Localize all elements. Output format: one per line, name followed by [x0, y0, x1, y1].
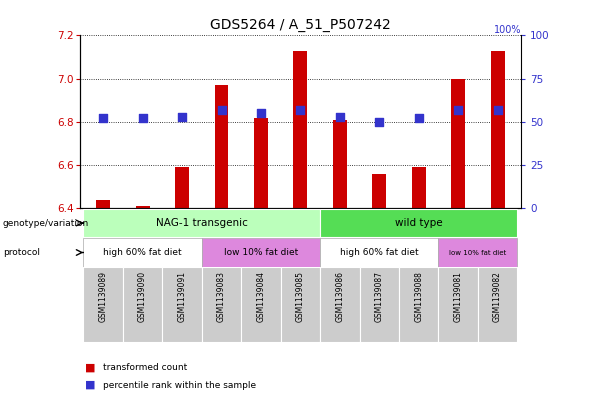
Text: protocol: protocol [3, 248, 40, 257]
Bar [241, 267, 281, 342]
Point [335, 114, 345, 120]
Bar [438, 267, 478, 342]
Point [296, 107, 305, 113]
Bar [478, 267, 517, 342]
Bar [163, 267, 202, 342]
Text: ■: ■ [85, 362, 96, 373]
Text: GSM1139085: GSM1139085 [296, 271, 305, 322]
Bar [491, 50, 505, 208]
Bar [333, 120, 347, 208]
Bar [123, 267, 163, 342]
Bar [451, 79, 465, 208]
Bar [96, 200, 110, 208]
Bar [214, 85, 229, 208]
Text: GSM1139091: GSM1139091 [177, 271, 187, 322]
Bar [84, 267, 123, 342]
Bar [320, 267, 359, 342]
Text: NAG-1 transgenic: NAG-1 transgenic [156, 218, 248, 228]
Text: percentile rank within the sample: percentile rank within the sample [103, 381, 256, 389]
Text: GSM1139083: GSM1139083 [217, 271, 226, 322]
Bar [202, 267, 241, 342]
Text: genotype/variation: genotype/variation [3, 219, 89, 228]
Text: GSM1139081: GSM1139081 [454, 271, 462, 322]
Text: GSM1139088: GSM1139088 [414, 271, 423, 322]
Bar [320, 238, 438, 266]
Text: low 10% fat diet: low 10% fat diet [449, 250, 507, 255]
Text: transformed count: transformed count [103, 363, 187, 372]
Bar [412, 167, 426, 208]
Text: high 60% fat diet: high 60% fat diet [103, 248, 182, 257]
Bar [359, 267, 399, 342]
Text: low 10% fat diet: low 10% fat diet [224, 248, 298, 257]
Point [98, 115, 108, 121]
Text: GSM1139090: GSM1139090 [138, 271, 147, 322]
Bar [84, 238, 202, 266]
Point [256, 110, 266, 116]
Bar [135, 206, 150, 208]
Point [414, 115, 423, 121]
Bar [320, 209, 517, 237]
Bar [202, 238, 320, 266]
Text: wild type: wild type [395, 218, 442, 228]
Bar [399, 267, 438, 342]
Point [375, 119, 384, 125]
Point [138, 115, 147, 121]
Text: ■: ■ [85, 380, 96, 390]
Text: GSM1139082: GSM1139082 [493, 271, 502, 322]
Bar [372, 174, 386, 208]
Text: 100%: 100% [494, 24, 521, 35]
Text: high 60% fat diet: high 60% fat diet [340, 248, 419, 257]
Point [454, 107, 463, 113]
Point [493, 107, 502, 113]
Point [217, 107, 226, 113]
Title: GDS5264 / A_51_P507242: GDS5264 / A_51_P507242 [210, 18, 391, 31]
Text: GSM1139086: GSM1139086 [335, 271, 345, 322]
Text: GSM1139089: GSM1139089 [99, 271, 108, 322]
Bar [175, 167, 189, 208]
Bar [84, 209, 320, 237]
Bar [293, 50, 307, 208]
Bar [281, 267, 320, 342]
Point [177, 114, 187, 120]
Text: GSM1139087: GSM1139087 [375, 271, 384, 322]
Text: GSM1139084: GSM1139084 [256, 271, 266, 322]
Bar [438, 238, 517, 266]
Bar [254, 118, 268, 208]
